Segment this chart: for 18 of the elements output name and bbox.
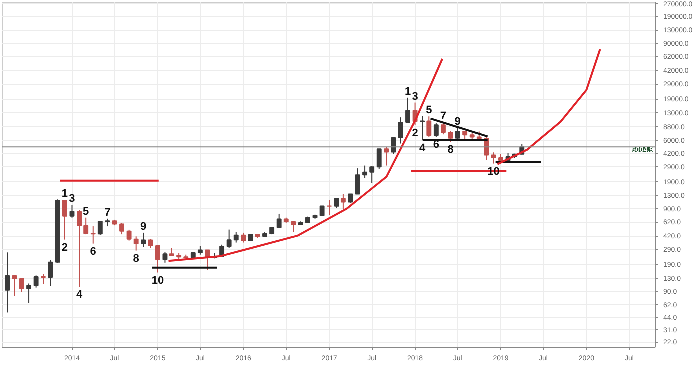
- annotation: 2: [62, 242, 68, 254]
- annotation: 7: [104, 206, 111, 219]
- annotation: 7: [440, 110, 447, 122]
- annotation: 1: [62, 188, 68, 200]
- annotation: 3: [69, 193, 76, 206]
- annotation: 9: [140, 220, 147, 233]
- annotation: 8: [448, 144, 454, 156]
- annotation: 3: [412, 90, 418, 103]
- annotation: 6: [90, 246, 96, 258]
- annotation: 8: [133, 252, 140, 265]
- annotation: 5: [83, 206, 90, 218]
- annotation: 5: [426, 104, 432, 117]
- annotation: 4: [76, 289, 84, 302]
- annotation: 2: [412, 127, 418, 140]
- annotation: 9: [454, 116, 461, 128]
- annotation: 1: [404, 86, 412, 98]
- annotation: 4: [420, 142, 427, 155]
- annotation: 10: [152, 274, 164, 287]
